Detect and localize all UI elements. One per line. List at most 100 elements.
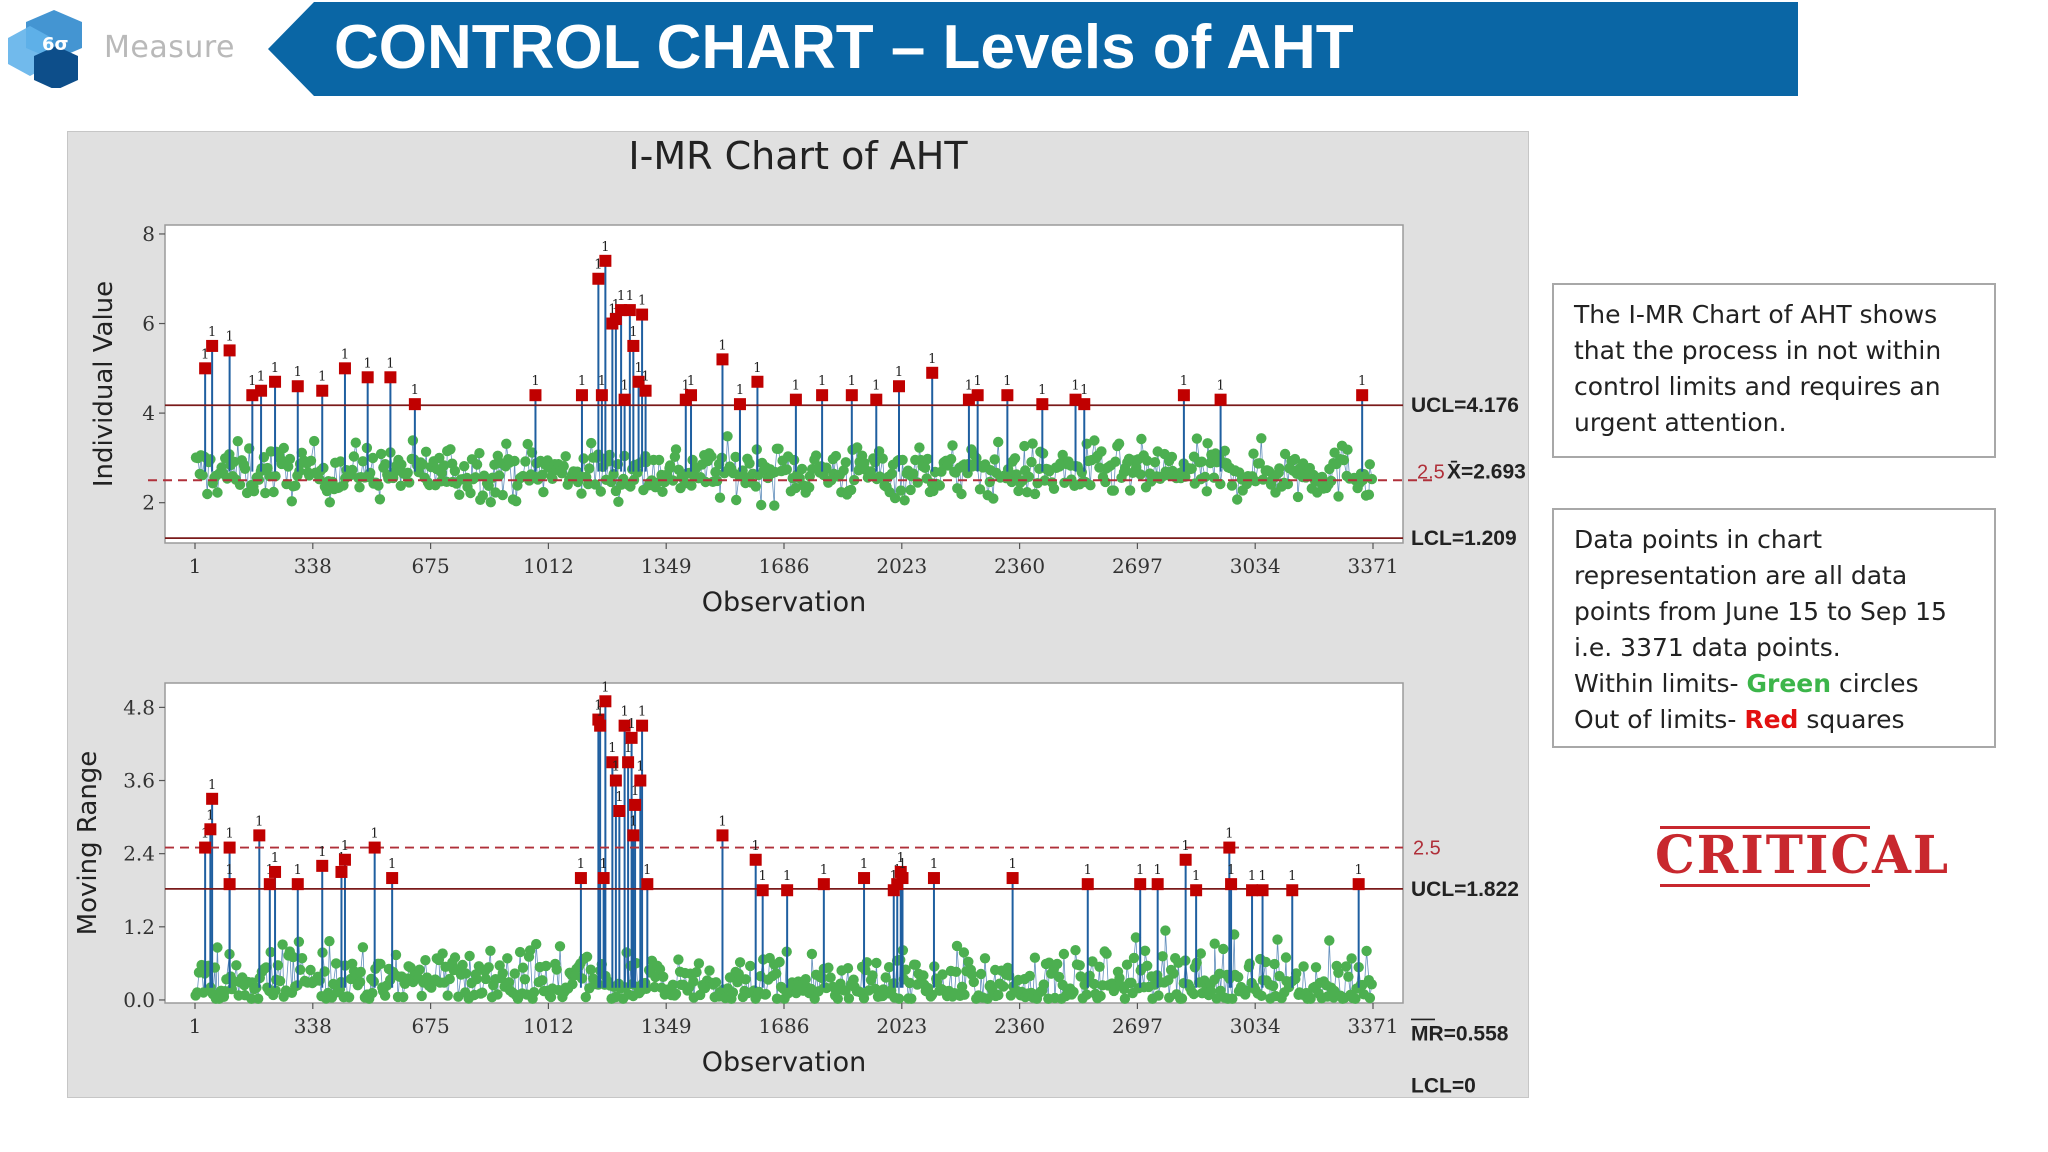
out-of-control-point bbox=[255, 384, 268, 397]
test-flag-label: 1 bbox=[596, 705, 604, 720]
in-control-point bbox=[1110, 456, 1121, 467]
in-control-point bbox=[1139, 945, 1151, 956]
test-flag-label: 1 bbox=[897, 851, 905, 866]
test-flag-label: 1 bbox=[318, 370, 326, 385]
test-flag-label: 1 bbox=[634, 361, 642, 376]
in-control-point bbox=[1292, 491, 1304, 503]
in-control-point bbox=[838, 465, 849, 476]
in-control-point bbox=[239, 463, 251, 474]
in-control-point bbox=[414, 964, 425, 975]
in-control-point bbox=[731, 494, 742, 506]
in-control-point bbox=[889, 492, 901, 504]
in-control-point bbox=[234, 479, 246, 490]
x-tick-label: 2360 bbox=[994, 554, 1045, 578]
in-control-point bbox=[727, 987, 739, 998]
test-flag-label: 1 bbox=[820, 863, 828, 878]
in-control-point bbox=[653, 454, 665, 466]
out-of-control-point bbox=[618, 719, 631, 732]
out-of-control-point bbox=[529, 389, 542, 402]
in-control-point bbox=[823, 962, 834, 973]
in-control-point bbox=[1081, 989, 1092, 1000]
in-control-point bbox=[722, 431, 733, 442]
in-control-point bbox=[880, 972, 891, 983]
in-control-point bbox=[295, 964, 306, 975]
test-flag-label: 1 bbox=[1358, 374, 1366, 389]
x-tick-label: 1012 bbox=[523, 554, 574, 578]
y-tick-label: 3.6 bbox=[123, 769, 155, 793]
data-note-line: i.e. 3371 data points. bbox=[1574, 633, 1841, 662]
in-control-point bbox=[355, 966, 366, 978]
in-control-point bbox=[375, 958, 386, 970]
in-control-point bbox=[1205, 986, 1217, 997]
out-of-control-point bbox=[1179, 853, 1192, 866]
test-flag-label: 1 bbox=[783, 869, 791, 884]
title-banner bbox=[268, 2, 1798, 96]
in-control-point bbox=[899, 495, 910, 506]
in-control-point bbox=[497, 489, 508, 501]
in-control-point bbox=[305, 455, 317, 466]
in-control-point bbox=[1289, 453, 1301, 465]
in-control-point bbox=[1333, 967, 1344, 978]
out-of-control-point bbox=[269, 375, 282, 388]
in-control-point bbox=[437, 948, 448, 959]
in-control-point bbox=[407, 435, 419, 446]
out-of-control-point bbox=[1177, 389, 1190, 402]
out-of-control-point bbox=[609, 774, 622, 787]
in-control-point bbox=[951, 940, 963, 952]
out-of-control-point bbox=[870, 393, 883, 406]
critical-stamp: CRITICAL bbox=[1655, 823, 1951, 886]
in-control-point bbox=[1130, 932, 1142, 943]
in-control-point bbox=[874, 471, 885, 482]
in-control-point bbox=[576, 488, 587, 499]
in-control-point bbox=[810, 450, 822, 461]
in-control-point bbox=[492, 989, 503, 1000]
in-control-point bbox=[262, 462, 273, 474]
in-control-point bbox=[296, 447, 307, 458]
in-control-point bbox=[1136, 433, 1147, 445]
in-control-point bbox=[445, 444, 456, 455]
in-control-point bbox=[545, 991, 557, 1003]
test-flag-label: 1 bbox=[620, 379, 628, 394]
out-of-control-point bbox=[1078, 398, 1091, 411]
in-control-point bbox=[918, 970, 929, 981]
out-of-control-point bbox=[927, 872, 940, 885]
out-of-control-point bbox=[639, 384, 652, 397]
in-control-point bbox=[956, 981, 968, 992]
in-control-point bbox=[1166, 451, 1178, 463]
in-control-point bbox=[769, 500, 780, 511]
out-of-control-point bbox=[204, 823, 217, 836]
in-control-point bbox=[852, 442, 863, 453]
within-prefix: Within limits- bbox=[1574, 669, 1747, 698]
y-tick-label: 4 bbox=[142, 401, 155, 425]
in-control-point bbox=[511, 496, 522, 507]
in-control-point bbox=[268, 486, 279, 498]
out-of-control-point bbox=[858, 872, 871, 885]
in-control-point bbox=[1027, 438, 1038, 449]
in-control-point bbox=[1085, 480, 1096, 491]
in-control-point bbox=[830, 450, 842, 462]
in-control-point bbox=[324, 497, 335, 508]
out-of-control-point bbox=[625, 731, 638, 744]
in-control-point bbox=[1248, 448, 1259, 459]
test-flag-label: 1 bbox=[208, 778, 216, 793]
summary-note-box: The I-MR Chart of AHT shows that the pro… bbox=[1552, 283, 1996, 458]
test-flag-label: 1 bbox=[341, 839, 349, 854]
out-of-control-point bbox=[716, 353, 729, 366]
in-control-point bbox=[330, 958, 342, 969]
in-control-point bbox=[503, 977, 515, 988]
in-control-point bbox=[212, 487, 223, 498]
out-of-control-point bbox=[599, 695, 612, 708]
in-control-point bbox=[260, 487, 271, 499]
in-control-point bbox=[959, 989, 970, 1000]
out-of-control-point bbox=[253, 829, 266, 842]
in-control-point bbox=[667, 979, 679, 990]
test-flag-label: 1 bbox=[208, 325, 216, 340]
test-flag-label: 1 bbox=[1071, 379, 1079, 394]
out-of-control-point bbox=[622, 756, 635, 769]
in-control-point bbox=[474, 448, 485, 459]
in-control-point bbox=[540, 960, 552, 972]
in-control-point bbox=[1244, 958, 1255, 969]
x-axis-label: Observation bbox=[702, 1047, 866, 1078]
out-of-control-point bbox=[716, 829, 729, 842]
out-of-control-point bbox=[263, 878, 276, 891]
